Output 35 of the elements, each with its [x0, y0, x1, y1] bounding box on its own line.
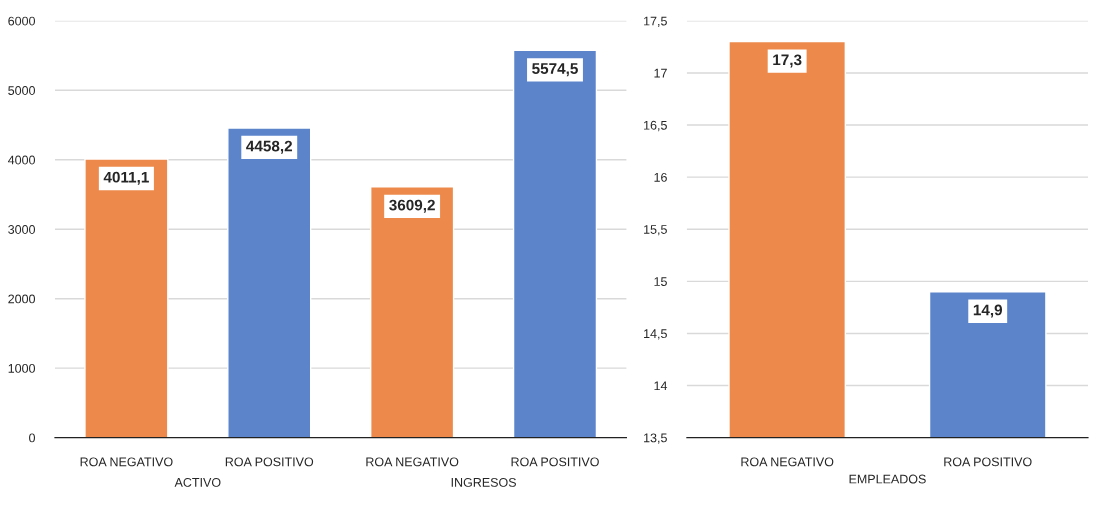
data-label: 5574,5 [532, 63, 578, 77]
y-tick-label: 2000 [8, 294, 36, 304]
y-tick-label: 17,5 [644, 16, 667, 27]
y-tick-label: 6000 [8, 16, 36, 26]
y-tick-label: 15,5 [644, 225, 667, 236]
y-tick-label: 4000 [7, 155, 36, 165]
x-tick-label: ROA POSITIVO [225, 457, 314, 467]
y-tick-label: 16,5 [644, 120, 667, 132]
y-tick-label: 0 [29, 433, 36, 443]
data-label: 4011,1 [103, 171, 149, 185]
bar [512, 49, 598, 438]
y-tick-label: 14,5 [644, 329, 667, 340]
x-tick-label: ROA POSITIVO [944, 457, 1032, 467]
text: INGRESOS [451, 477, 516, 487]
bar [84, 158, 169, 438]
y-tick-label: 16 [654, 172, 667, 182]
x-tick-label: ROA NEGATIVO [741, 457, 834, 467]
data-label: 14,9 [973, 304, 1003, 318]
data-label: 3609,2 [389, 199, 435, 213]
data-label: 4458,2 [246, 140, 293, 154]
bar [369, 186, 455, 438]
y-tick-label: 13,5 [644, 433, 667, 444]
x-tick-label: ROA NEGATIVO [80, 457, 173, 467]
y-tick-label: 14 [654, 381, 668, 391]
y-tick-label: 3000 [8, 225, 36, 234]
y-tick-label: 17 [654, 68, 667, 78]
x-tick-label: ROA NEGATIVO [366, 457, 459, 467]
data-label: 17,3 [773, 54, 802, 68]
bar [227, 127, 312, 438]
text: ACTIVO [174, 477, 221, 487]
x-tick-label: ROA POSITIVO [511, 457, 599, 467]
x-axis-title: EMPLEADOS [849, 474, 926, 484]
y-tick-label: 5000 [8, 86, 36, 95]
y-tick-label: 15 [654, 277, 667, 286]
y-tick-label: 1000 [8, 363, 36, 373]
